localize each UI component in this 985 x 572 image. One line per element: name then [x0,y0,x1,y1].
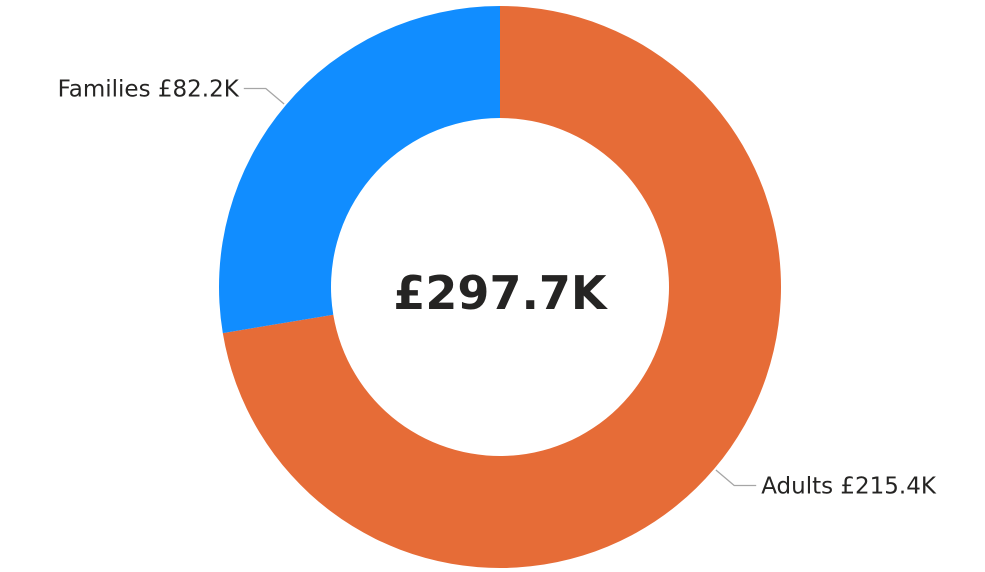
leader-line-adults [715,469,757,487]
leader-lines [243,87,757,487]
slices-layer [218,6,781,568]
center-total-label: £297.7K [393,266,609,320]
slice-label-adults: Adults £215.4K [761,473,937,499]
leader-line-families [243,87,285,105]
slice-adults[interactable] [222,6,781,568]
slice-label-families: Families £82.2K [58,77,240,103]
slice-families[interactable] [218,6,500,334]
slice-labels: Adults £215.4K Families £82.2K [58,77,937,500]
